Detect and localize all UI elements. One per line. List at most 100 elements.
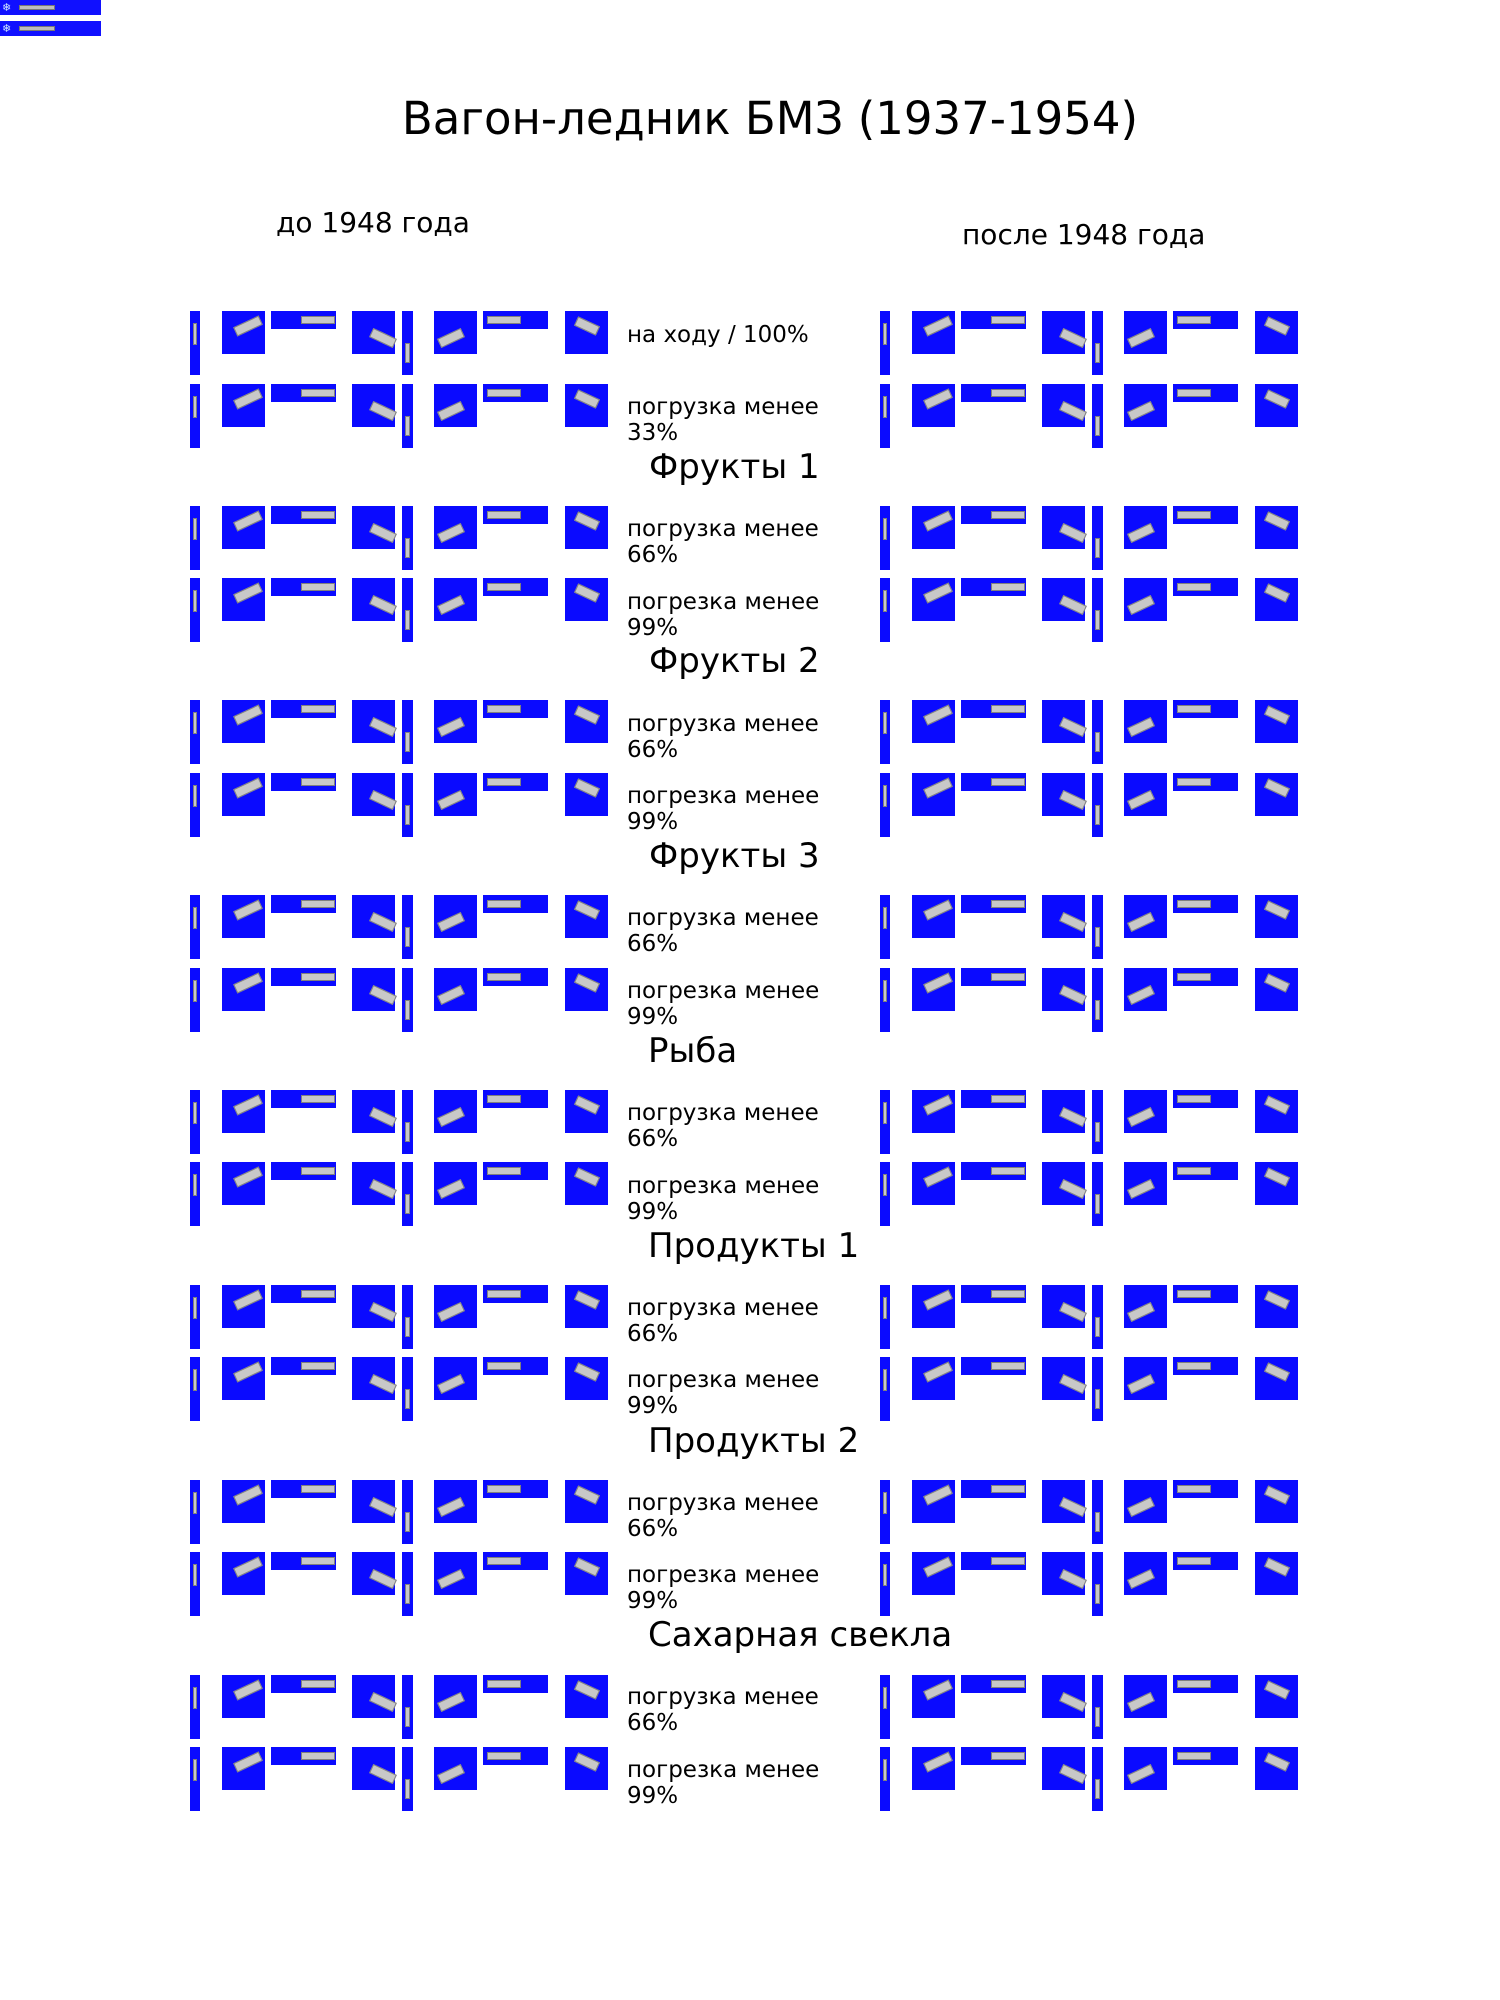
wagon-body — [1264, 389, 1290, 409]
wagon-body — [1264, 316, 1290, 336]
wagon-body — [574, 1290, 600, 1310]
row-label: погрезка менее 99% — [627, 978, 820, 1030]
wagon-sprite-7 — [1173, 311, 1238, 329]
wagon-sprite-6 — [1124, 578, 1167, 621]
wagon-sprite-8 — [1255, 895, 1298, 938]
wagon-sprite-4 — [352, 506, 397, 549]
section-heading: Сахарная свекла — [648, 1615, 953, 1655]
wagon-body — [437, 400, 465, 422]
wagon-sprite-3 — [271, 1090, 336, 1108]
wagon-sprite-5 — [1092, 311, 1103, 375]
wagon-sprite-3 — [961, 1285, 1026, 1303]
wagon-sprite-8 — [565, 1357, 608, 1400]
wagon-sprite-5 — [1092, 1675, 1103, 1739]
wagon-body — [574, 1680, 600, 1700]
wagon-sprite-5 — [1092, 1747, 1103, 1811]
wagon-sprite-8 — [565, 1162, 608, 1205]
wagon-body — [405, 610, 410, 630]
wagon-body — [1095, 1000, 1100, 1020]
column-heading-before-1948: до 1948 года — [276, 206, 470, 239]
wagon-body — [883, 1492, 887, 1514]
wagon-body — [1095, 610, 1100, 630]
wagon-sprite-7 — [1173, 578, 1238, 596]
wagon-body — [437, 911, 465, 933]
wagon-sprite-5 — [1092, 578, 1103, 642]
wagon-body — [301, 973, 335, 981]
wagon-body — [301, 1362, 335, 1370]
wagon-sprite-3 — [271, 1480, 336, 1498]
wagon-sprite-4 — [1042, 506, 1087, 549]
wagon-body — [991, 1680, 1025, 1688]
wagon-body — [369, 789, 397, 811]
section-heading: Рыба — [648, 1031, 738, 1071]
row-label: погрузка менее 66% — [627, 711, 819, 763]
wagon-body — [1095, 1389, 1100, 1409]
wagon-sprite-strip — [190, 1480, 615, 1544]
wagon-body — [1059, 327, 1087, 349]
wagon-sprite-2 — [912, 384, 955, 427]
wagon-sprite-2 — [912, 506, 955, 549]
wagon-sprite-4 — [352, 1162, 397, 1205]
wagon-sprite-7 — [1173, 506, 1238, 524]
wagon-body — [1264, 705, 1290, 725]
wagon-sprite-6 — [1124, 968, 1167, 1011]
wagon-sprite-8 — [1255, 968, 1298, 1011]
wagon-sprite-7 — [1173, 1480, 1238, 1498]
wagon-body — [923, 704, 953, 726]
palette-chip-1[interactable]: ❄ — [0, 0, 101, 15]
row-label: погрезка менее 99% — [627, 783, 820, 835]
wagon-sprite-8 — [565, 1090, 608, 1133]
wagon-sprite-5 — [402, 578, 413, 642]
row-label: погрузка менее 66% — [627, 1684, 819, 1736]
wagon-sprite-5 — [1092, 700, 1103, 764]
wagon-sprite-1 — [880, 311, 890, 375]
wagon-body — [233, 1679, 263, 1701]
wagon-body — [1264, 900, 1290, 920]
wagon-body — [405, 538, 410, 558]
wagon-sprite-6 — [1124, 1480, 1167, 1523]
wagon-body — [1095, 732, 1100, 752]
wagon-sprite-3 — [961, 1747, 1026, 1765]
wagon-body — [923, 315, 953, 337]
wagon-body — [301, 1167, 335, 1175]
wagon-sprite-3 — [961, 895, 1026, 913]
wagon-sprite-strip — [190, 895, 615, 959]
wagon-body — [233, 1166, 263, 1188]
wagon-sprite-strip — [190, 968, 615, 1032]
palette-chip-2[interactable]: ❄ — [0, 21, 101, 36]
wagon-body — [1059, 1568, 1087, 1590]
wagon-sprite-2 — [222, 311, 265, 354]
wagon-body — [1059, 594, 1087, 616]
row-label: погрезка менее 99% — [627, 1367, 820, 1419]
wagon-sprite-5 — [1092, 1552, 1103, 1616]
wagon-sprite-6 — [1124, 1162, 1167, 1205]
wagon-body — [193, 785, 197, 807]
wagon-sprite-5 — [1092, 968, 1103, 1032]
wagon-sprite-7 — [483, 773, 548, 791]
wagon-sprite-7 — [483, 311, 548, 329]
wagon-sprite-1 — [880, 700, 890, 764]
wagon-body — [233, 1484, 263, 1506]
wagon-sprite-4 — [352, 773, 397, 816]
wagon-body — [437, 716, 465, 738]
wagon-sprite-8 — [1255, 1090, 1298, 1133]
wagon-body — [437, 594, 465, 616]
wagon-body — [923, 777, 953, 799]
wagon-sprite-strip — [190, 1675, 615, 1739]
wagon-sprite-7 — [1173, 1090, 1238, 1108]
row-label: на ходу / 100% — [627, 322, 809, 348]
wagon-body — [883, 1102, 887, 1124]
wagon-sprite-4 — [352, 1675, 397, 1718]
wagon-sprite-8 — [1255, 311, 1298, 354]
wagon-sprite-5 — [402, 1162, 413, 1226]
wagon-sprite-7 — [483, 384, 548, 402]
wagon-sprite-4 — [352, 895, 397, 938]
wagon-body — [1059, 1691, 1087, 1713]
wagon-body — [1264, 1557, 1290, 1577]
wagon-sprite-1 — [880, 1090, 890, 1154]
wagon-sprite-4 — [1042, 773, 1087, 816]
wagon-body — [883, 1369, 887, 1391]
wagon-sprite-strip — [880, 311, 1305, 375]
wagon-body — [1264, 511, 1290, 531]
wagon-body — [487, 1557, 521, 1565]
